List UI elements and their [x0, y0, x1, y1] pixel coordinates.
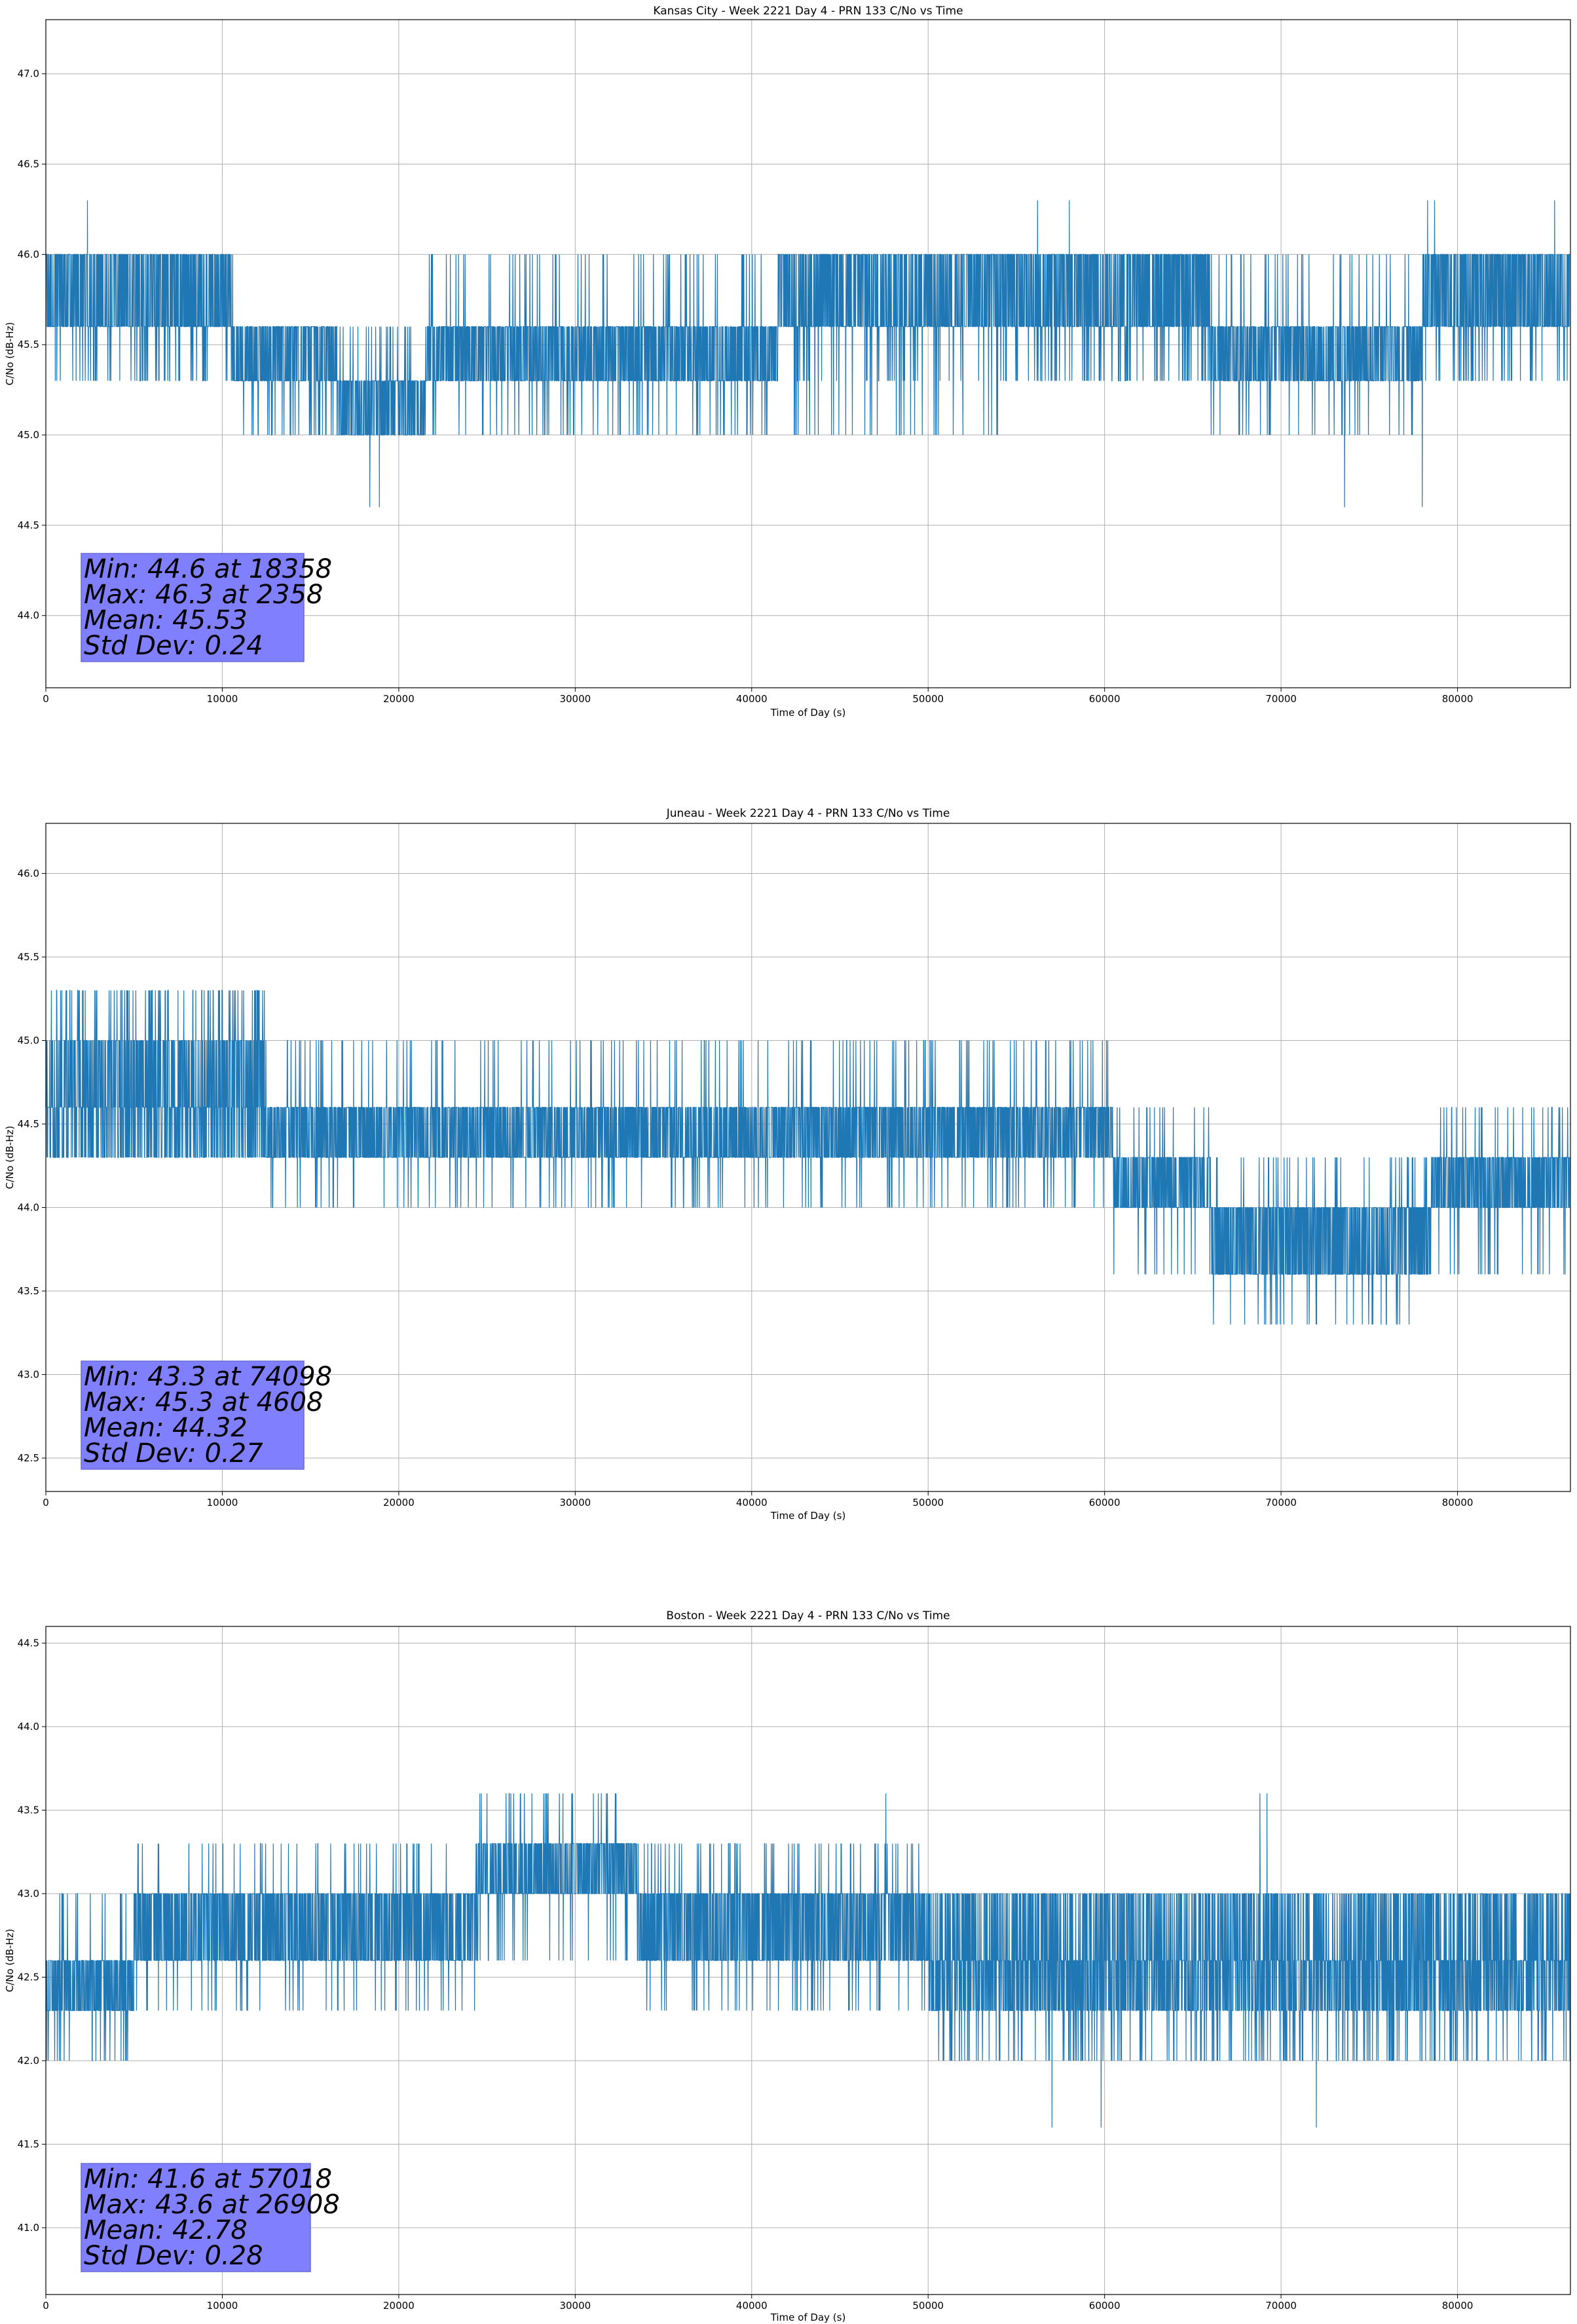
- x-tick-label: 70000: [1265, 2300, 1297, 2312]
- y-tick-label: 44.5: [18, 1118, 39, 1130]
- x-tick-label: 60000: [1089, 2300, 1121, 2312]
- y-tick-label: 41.0: [18, 2222, 39, 2234]
- stats-min: Min: 41.6 at 57018: [84, 2164, 332, 2194]
- stats-min: Min: 44.6 at 18358: [84, 554, 332, 584]
- y-axis-label: C/No (dB-Hz): [4, 1929, 16, 1993]
- stats-mean: Mean: 42.78: [84, 2215, 248, 2245]
- stats-mean: Mean: 45.53: [84, 605, 248, 635]
- x-tick-label: 20000: [383, 1497, 415, 1509]
- y-tick-label: 46.0: [18, 248, 39, 260]
- x-axis-label: Time of Day (s): [770, 707, 846, 719]
- y-tick-label: 46.5: [18, 159, 39, 170]
- y-axis-label: C/No (dB-Hz): [4, 1126, 16, 1190]
- stats-mean: Mean: 44.32: [84, 1413, 248, 1443]
- cno-series-line: [45, 1793, 1571, 2128]
- kansas-city-chart: 0 10000 20000 30000 40000 50000 60000 70000 8000…: [4, 5, 1571, 719]
- y-tick-label: 44.5: [18, 519, 39, 531]
- y-tick-label: 47.0: [18, 68, 39, 80]
- x-tick-label: 70000: [1265, 1497, 1297, 1509]
- stats-max: Max: 43.6 at 26908: [84, 2190, 340, 2220]
- y-axis-label: C/No (dB-Hz): [4, 322, 16, 386]
- x-tick-label: 10000: [207, 693, 238, 705]
- y-tick-label: 44.0: [18, 1202, 39, 1214]
- axes-frame: [45, 19, 1571, 688]
- stats-box: [81, 1360, 305, 1470]
- stats-max: Max: 46.3 at 2358: [84, 580, 323, 610]
- x-tick-label: 40000: [736, 2300, 768, 2312]
- x-tick-label: 60000: [1089, 693, 1121, 705]
- stats-std-dev: Std Dev: 0.27: [84, 1438, 263, 1469]
- x-tick-label: 60000: [1089, 1497, 1121, 1509]
- x-tick-label: 0: [43, 2300, 49, 2312]
- y-tick-label: 44.5: [18, 1638, 39, 1649]
- x-tick-label: 10000: [207, 2300, 238, 2312]
- juneau-chart: 0 10000 20000 30000 40000 50000 60000 70000 8000…: [4, 807, 1571, 1522]
- y-tick-label: 44.0: [18, 610, 39, 622]
- cno-series-line: [45, 990, 1570, 1325]
- x-tick-label: 30000: [559, 1497, 591, 1509]
- x-tick-label: 0: [43, 1497, 49, 1509]
- chart-title: Boston - Week 2221 Day 4 - PRN 133 C/No …: [666, 1609, 950, 1622]
- x-tick-label: 40000: [736, 693, 768, 705]
- x-tick-label: 20000: [383, 693, 415, 705]
- y-tick-label: 43.0: [18, 1888, 39, 1900]
- boston-chart: 0 10000 20000 30000 40000 50000 60000 70000 8000…: [4, 1609, 1571, 2323]
- x-tick-label: 70000: [1265, 693, 1297, 705]
- stats-std-dev: Std Dev: 0.28: [84, 2241, 263, 2271]
- x-tick-label: 50000: [912, 1497, 944, 1509]
- x-tick-label: 20000: [383, 2300, 415, 2312]
- y-tick-label: 42.5: [18, 1452, 39, 1464]
- x-tick-label: 10000: [207, 1497, 238, 1509]
- y-tick-label: 43.0: [18, 1369, 39, 1381]
- y-tick-label: 44.0: [18, 1721, 39, 1733]
- chart-title: Kansas City - Week 2221 Day 4 - PRN 133 …: [653, 5, 963, 18]
- y-tick-label: 45.5: [18, 339, 39, 350]
- cno-series-line: [45, 200, 1570, 508]
- y-tick-label: 46.0: [18, 868, 39, 880]
- y-tick-label: 45.5: [18, 951, 39, 963]
- x-axis-label: Time of Day (s): [770, 1510, 846, 1522]
- x-tick-label: 80000: [1442, 693, 1474, 705]
- stats-box: [81, 553, 305, 662]
- y-tick-label: 43.5: [18, 1285, 39, 1297]
- x-tick-label: 0: [43, 693, 49, 705]
- y-tick-label: 45.0: [18, 1035, 39, 1047]
- x-axis-label: Time of Day (s): [770, 2312, 846, 2323]
- y-tick-label: 42.5: [18, 1972, 39, 1983]
- y-tick-label: 43.5: [18, 1805, 39, 1816]
- stats-box: [81, 2163, 311, 2272]
- x-tick-label: 80000: [1442, 1497, 1474, 1509]
- x-tick-label: 30000: [559, 693, 591, 705]
- x-tick-label: 30000: [559, 2300, 591, 2312]
- x-tick-label: 50000: [912, 693, 944, 705]
- y-tick-label: 41.5: [18, 2139, 39, 2150]
- stats-max: Max: 45.3 at 4608: [84, 1387, 323, 1417]
- y-tick-label: 42.0: [18, 2055, 39, 2067]
- chart-title: Juneau - Week 2221 Day 4 - PRN 133 C/No …: [666, 807, 950, 820]
- x-tick-label: 50000: [912, 2300, 944, 2312]
- stats-std-dev: Std Dev: 0.24: [84, 631, 263, 661]
- axes-frame: [45, 1626, 1571, 2295]
- axes-frame: [45, 823, 1571, 1492]
- stats-min: Min: 43.3 at 74098: [84, 1362, 332, 1392]
- y-tick-label: 45.0: [18, 429, 39, 441]
- x-tick-label: 80000: [1442, 2300, 1474, 2312]
- x-tick-label: 40000: [736, 1497, 768, 1509]
